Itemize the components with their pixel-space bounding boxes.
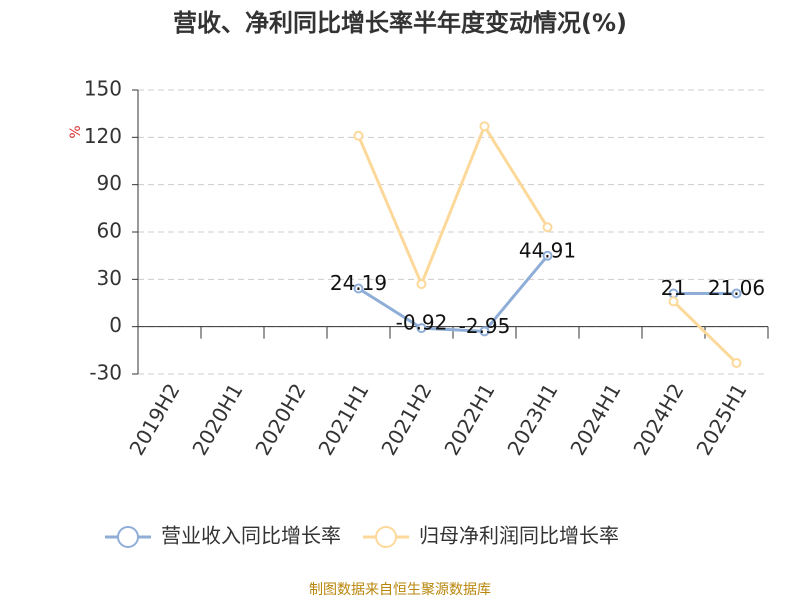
y-tick-label: -30	[89, 361, 122, 385]
data-label: 21	[661, 276, 686, 300]
point	[416, 323, 427, 334]
point	[479, 121, 490, 132]
x-tick-label: 2025H1	[691, 379, 751, 459]
source-note: 制图数据来自恒生聚源数据库	[309, 582, 491, 598]
y-tick-label: 60	[97, 219, 122, 243]
y-tick-label: 0	[109, 313, 122, 337]
y-axis-label: %	[68, 125, 84, 138]
series-line	[357, 254, 737, 333]
y-tick-label: 150	[84, 77, 122, 101]
legend-marker	[117, 526, 139, 548]
y-tick-label: 90	[97, 171, 122, 195]
legend-marker	[375, 526, 397, 548]
series-line	[357, 122, 738, 365]
point	[353, 130, 364, 141]
x-tick-label: 2022H1	[439, 379, 499, 459]
data-label: -0.92	[396, 311, 448, 335]
data-label: 21.06	[708, 276, 765, 300]
x-tick-label: 2023H1	[502, 379, 562, 459]
data-label: -2.95	[459, 314, 511, 338]
x-tick-label: 2024H2	[628, 379, 688, 459]
point	[542, 250, 553, 261]
x-tick-label: 2020H1	[187, 379, 247, 459]
point	[416, 279, 427, 290]
legend-label: 归母净利润同比增长率	[419, 524, 619, 548]
x-tick-label: 2021H2	[376, 379, 436, 459]
chart-title: 营收、净利同比增长率半年度变动情况(%)	[173, 9, 627, 37]
data-label: 24.19	[330, 271, 387, 295]
point	[353, 283, 364, 294]
x-tick-label: 2020H2	[250, 379, 310, 459]
y-tick-label: 30	[97, 266, 122, 290]
data-label: 44.91	[519, 238, 576, 262]
legend-label: 营业收入同比增长率	[161, 524, 341, 548]
point	[731, 357, 742, 368]
x-tick-label: 2021H1	[313, 379, 373, 459]
x-tick-label: 2024H1	[565, 379, 625, 459]
point	[479, 326, 490, 337]
y-tick-label: 120	[84, 124, 122, 148]
point	[542, 222, 553, 233]
x-tick-label: 2019H2	[124, 379, 184, 459]
point	[668, 296, 679, 307]
point	[731, 288, 742, 299]
